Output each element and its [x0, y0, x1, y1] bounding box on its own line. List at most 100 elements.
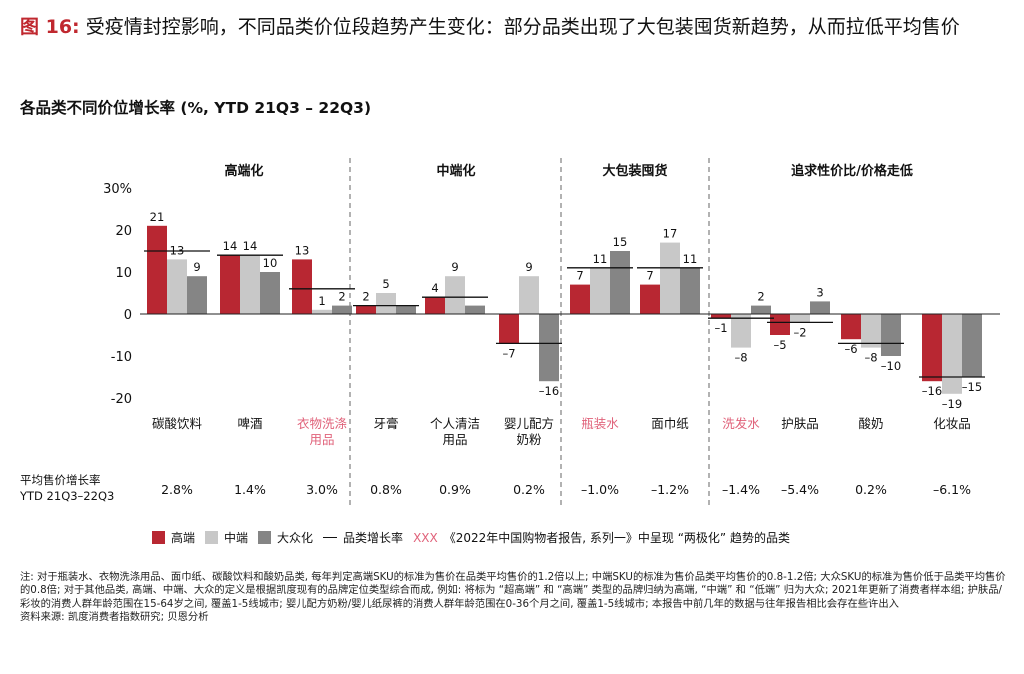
- bar-data-label: 4: [431, 281, 438, 295]
- bar-大众化: [810, 301, 830, 314]
- bar-大众化: [332, 305, 352, 314]
- category-label: 用品: [309, 432, 334, 447]
- bar-中端: [312, 309, 332, 314]
- avg-price-value: 3.0%: [306, 482, 338, 497]
- category-label: 面巾纸: [651, 416, 689, 431]
- avg-price-value: –1.2%: [651, 482, 689, 497]
- category-label: 护肤品: [781, 416, 819, 431]
- legend-line-symbol: [323, 537, 338, 538]
- legend-label-mass: 大众化: [277, 531, 314, 545]
- bar-大众化: [610, 251, 630, 314]
- avg-price-value: 2.8%: [161, 482, 193, 497]
- bar-高端: [570, 284, 590, 314]
- category-label: 化妆品: [933, 416, 971, 431]
- y-tick-label: 30%: [103, 182, 132, 197]
- bar-data-label: –16: [922, 384, 942, 398]
- bar-data-label: 5: [382, 277, 389, 291]
- avg-price-value: 0.9%: [439, 482, 471, 497]
- category-label: 用品: [442, 432, 467, 447]
- bar-data-label: 2: [338, 290, 345, 304]
- bar-中端: [790, 314, 810, 323]
- bar-高端: [356, 305, 376, 314]
- y-tick-label: -10: [111, 350, 132, 365]
- bar-中端: [861, 314, 881, 348]
- bar-data-label: 7: [646, 269, 653, 283]
- legend-highlight-marker: XXX: [413, 531, 438, 545]
- y-tick-label: 0: [124, 308, 132, 323]
- avg-price-value: 0.8%: [370, 482, 402, 497]
- group-header: 高端化: [224, 163, 263, 179]
- bar-data-label: 10: [263, 256, 278, 270]
- legend-swatch-mid: [205, 531, 219, 544]
- category-label: 啤酒: [237, 416, 262, 431]
- bar-大众化: [962, 314, 982, 377]
- legend-swatch-high: [152, 531, 165, 544]
- bar-中端: [167, 259, 187, 314]
- bar-data-label: –1: [714, 321, 727, 335]
- bar-data-label: –2: [793, 325, 806, 339]
- legend-item-growth-line: 品类增长率: [323, 529, 403, 546]
- bar-data-label: –8: [734, 351, 747, 365]
- y-tick-label: 20: [115, 224, 132, 239]
- bar-data-label: –8: [864, 351, 877, 365]
- bar-data-label: 15: [613, 235, 628, 249]
- bar-大众化: [680, 267, 700, 314]
- category-label: 个人清洁: [430, 416, 480, 431]
- legend-item-mid: 中端: [205, 529, 248, 546]
- legend: 高端 中端 大众化 品类增长率 XXX 《2022年中国购物者报告, 系列一》中呈…: [152, 529, 790, 546]
- group-header: 追求性价比/价格走低: [791, 163, 913, 179]
- bar-高端: [770, 314, 790, 335]
- group-header: 大包装囤货: [602, 163, 667, 179]
- bar-data-label: 17: [663, 227, 678, 241]
- bar-data-label: 11: [593, 252, 608, 266]
- bar-中端: [376, 293, 396, 314]
- bar-中端: [942, 314, 962, 394]
- group-header: 中端化: [436, 163, 475, 179]
- legend-label-high: 高端: [171, 531, 196, 545]
- category-label: 碳酸饮料: [152, 416, 203, 431]
- bar-data-label: 1: [318, 294, 325, 308]
- bar-大众化: [881, 314, 901, 356]
- bar-data-label: 13: [295, 243, 310, 257]
- figure-title-text: 受疫情封控影响，不同品类价位段趋势产生变化：部分品类出现了大包装囤货新趋势，从而…: [85, 16, 960, 38]
- y-tick-label: 10: [115, 266, 132, 281]
- bar-data-label: 14: [223, 239, 238, 253]
- bar-data-label: –5: [773, 338, 786, 352]
- bar-data-label: 21: [150, 210, 165, 224]
- avg-price-row-label: YTD 21Q3–22Q3: [19, 489, 114, 503]
- bar-data-label: 11: [683, 252, 698, 266]
- category-label: 瓶装水: [581, 416, 619, 431]
- bar-大众化: [539, 314, 559, 382]
- legend-item-mass: 大众化: [258, 529, 313, 546]
- bar-data-label: 9: [525, 260, 532, 274]
- bar-data-label: 14: [243, 239, 258, 253]
- bar-data-label: –16: [539, 384, 559, 398]
- bar-大众化: [465, 305, 485, 314]
- footnote-text: 注: 对于瓶装水、衣物洗涤用品、面巾纸、碳酸饮料和酸奶品类, 每年判定高端SKU…: [20, 571, 1006, 610]
- bar-data-label: 7: [576, 269, 583, 283]
- bar-data-label: 9: [451, 260, 458, 274]
- bar-中端: [660, 242, 680, 314]
- bar-data-label: –19: [942, 397, 962, 411]
- bar-中端: [590, 267, 610, 314]
- bar-高端: [922, 314, 942, 382]
- avg-price-value: 0.2%: [855, 482, 887, 497]
- bar-高端: [292, 259, 312, 314]
- bar-高端: [499, 314, 519, 344]
- y-tick-label: -20: [111, 392, 132, 407]
- bar-大众化: [396, 305, 416, 314]
- bar-高端: [841, 314, 861, 340]
- category-label: 洗发水: [722, 416, 760, 431]
- avg-price-value: 0.2%: [513, 482, 545, 497]
- bar-大众化: [187, 276, 207, 314]
- category-label: 婴儿配方: [504, 416, 554, 431]
- avg-price-value: 1.4%: [234, 482, 266, 497]
- bar-data-label: 9: [193, 260, 200, 274]
- bar-中端: [240, 255, 260, 314]
- legend-item-highlight: XXX 《2022年中国购物者报告, 系列一》中呈现 “两极化” 趋势的品类: [413, 529, 790, 546]
- avg-price-value: –5.4%: [781, 482, 819, 497]
- bar-高端: [220, 255, 240, 314]
- bar-中端: [519, 276, 539, 314]
- bar-data-label: 2: [757, 290, 764, 304]
